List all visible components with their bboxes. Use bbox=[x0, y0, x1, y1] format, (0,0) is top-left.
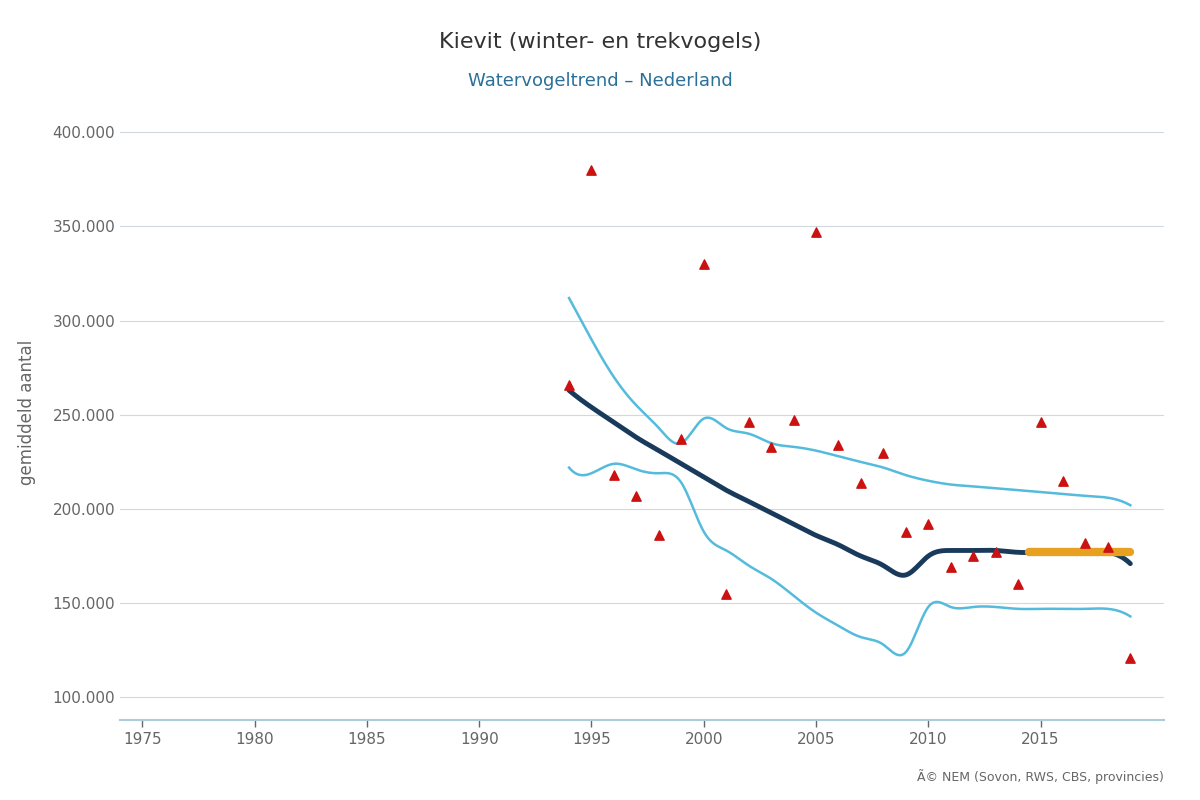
Point bbox=[829, 438, 848, 451]
Point bbox=[964, 550, 983, 562]
Point bbox=[784, 414, 803, 427]
Point bbox=[716, 587, 736, 600]
Point bbox=[649, 529, 668, 542]
Point bbox=[896, 526, 916, 538]
Point bbox=[605, 469, 624, 482]
Point bbox=[1121, 651, 1140, 664]
Point bbox=[626, 490, 646, 502]
Point bbox=[1008, 578, 1027, 590]
Y-axis label: gemiddeld aantal: gemiddeld aantal bbox=[18, 339, 36, 485]
Point bbox=[739, 416, 758, 429]
Point bbox=[1076, 537, 1096, 550]
Point bbox=[694, 258, 713, 270]
Point bbox=[1031, 416, 1050, 429]
Text: Kievit (winter- en trekvogels): Kievit (winter- en trekvogels) bbox=[439, 32, 761, 52]
Point bbox=[1098, 540, 1117, 553]
Point bbox=[986, 546, 1006, 558]
Point bbox=[806, 226, 826, 238]
Point bbox=[851, 476, 870, 489]
Point bbox=[559, 378, 578, 391]
Text: Watervogeltrend – Nederland: Watervogeltrend – Nederland bbox=[468, 72, 732, 90]
Point bbox=[762, 441, 781, 454]
Point bbox=[919, 518, 938, 530]
Point bbox=[874, 446, 893, 459]
Text: Ã© NEM (Sovon, RWS, CBS, provincies): Ã© NEM (Sovon, RWS, CBS, provincies) bbox=[917, 769, 1164, 784]
Point bbox=[672, 433, 691, 446]
Point bbox=[941, 561, 960, 574]
Point bbox=[1054, 474, 1073, 487]
Point bbox=[582, 163, 601, 176]
